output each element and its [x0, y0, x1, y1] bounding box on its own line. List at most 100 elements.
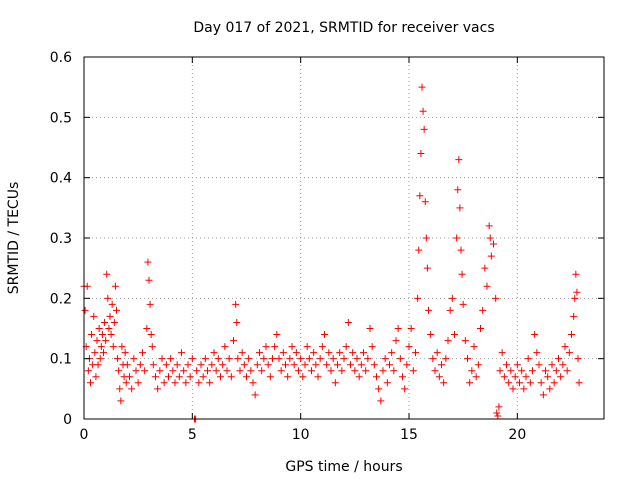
data-point	[505, 379, 513, 387]
data-point	[325, 349, 333, 357]
data-point	[240, 361, 248, 369]
data-point	[399, 373, 406, 381]
data-point	[383, 379, 391, 387]
data-point	[455, 156, 463, 164]
data-point	[184, 361, 192, 369]
data-point	[405, 343, 413, 351]
data-point	[336, 349, 344, 357]
data-point	[233, 318, 241, 326]
data-point	[507, 367, 515, 375]
data-point	[412, 349, 419, 357]
data-point	[288, 343, 296, 351]
data-point	[479, 306, 487, 314]
data-point	[495, 403, 503, 411]
data-point	[139, 349, 146, 357]
data-point	[144, 258, 152, 266]
data-point	[130, 355, 138, 363]
data-point	[100, 349, 107, 357]
data-point	[486, 234, 494, 242]
data-point	[421, 198, 429, 206]
data-point	[546, 385, 554, 393]
data-point	[141, 367, 149, 375]
data-point	[456, 204, 464, 212]
data-point	[407, 325, 415, 332]
data-point	[340, 355, 348, 363]
data-point	[351, 367, 359, 375]
data-point	[494, 412, 502, 420]
data-point	[490, 240, 497, 248]
data-point	[331, 379, 339, 387]
data-point	[548, 361, 556, 369]
data-point	[440, 379, 448, 387]
data-point	[262, 343, 270, 351]
data-point	[277, 367, 285, 375]
data-point	[146, 300, 154, 308]
data-point	[503, 361, 510, 369]
data-point	[121, 349, 129, 357]
data-point	[572, 270, 580, 278]
data-point	[318, 343, 326, 351]
data-point	[91, 349, 99, 357]
data-point	[470, 343, 478, 351]
data-point	[84, 367, 92, 375]
data-point	[104, 294, 112, 302]
data-point	[487, 252, 495, 260]
data-point	[97, 343, 105, 351]
data-point	[145, 276, 153, 284]
data-point	[472, 373, 480, 381]
data-point	[297, 355, 305, 363]
axis-ticks	[83, 56, 604, 420]
data-point	[334, 361, 341, 369]
data-point	[128, 385, 136, 393]
data-point	[105, 325, 113, 332]
data-point	[420, 125, 428, 133]
data-point	[544, 373, 552, 381]
data-point	[349, 349, 357, 357]
data-point	[575, 379, 583, 387]
data-point	[225, 355, 233, 363]
data-point	[230, 337, 237, 345]
data-point	[143, 325, 151, 332]
data-point	[160, 379, 168, 387]
data-point	[81, 306, 89, 314]
data-point	[249, 379, 257, 387]
data-point	[217, 373, 224, 381]
data-point	[171, 379, 179, 387]
data-point	[243, 373, 250, 381]
data-point	[518, 367, 526, 375]
data-point	[260, 355, 268, 363]
data-point	[524, 355, 532, 363]
data-point	[357, 361, 365, 369]
data-point	[418, 83, 426, 91]
x-tick-label: 0	[80, 427, 89, 443]
data-point	[286, 355, 294, 363]
data-point	[388, 349, 396, 357]
y-tick-label: 0.4	[50, 171, 72, 187]
data-points	[80, 83, 583, 423]
data-point	[188, 355, 196, 363]
data-point	[212, 367, 220, 375]
data-point	[273, 331, 281, 339]
data-point	[511, 373, 519, 381]
data-point	[101, 318, 109, 326]
data-point	[550, 379, 558, 387]
data-point	[401, 385, 409, 393]
data-point	[360, 349, 367, 357]
data-point	[149, 361, 157, 369]
data-point	[107, 331, 115, 339]
data-point	[169, 367, 177, 375]
data-point	[477, 325, 484, 332]
data-point	[563, 367, 571, 375]
data-point	[542, 367, 549, 375]
data-point	[520, 385, 528, 393]
data-point	[496, 367, 504, 375]
data-point	[338, 367, 346, 375]
data-point	[210, 349, 218, 357]
data-point	[396, 355, 404, 363]
data-point	[312, 361, 320, 369]
data-point	[461, 337, 469, 345]
data-point	[219, 361, 227, 369]
data-point	[493, 409, 501, 417]
data-point	[93, 337, 101, 345]
data-point	[483, 282, 491, 290]
